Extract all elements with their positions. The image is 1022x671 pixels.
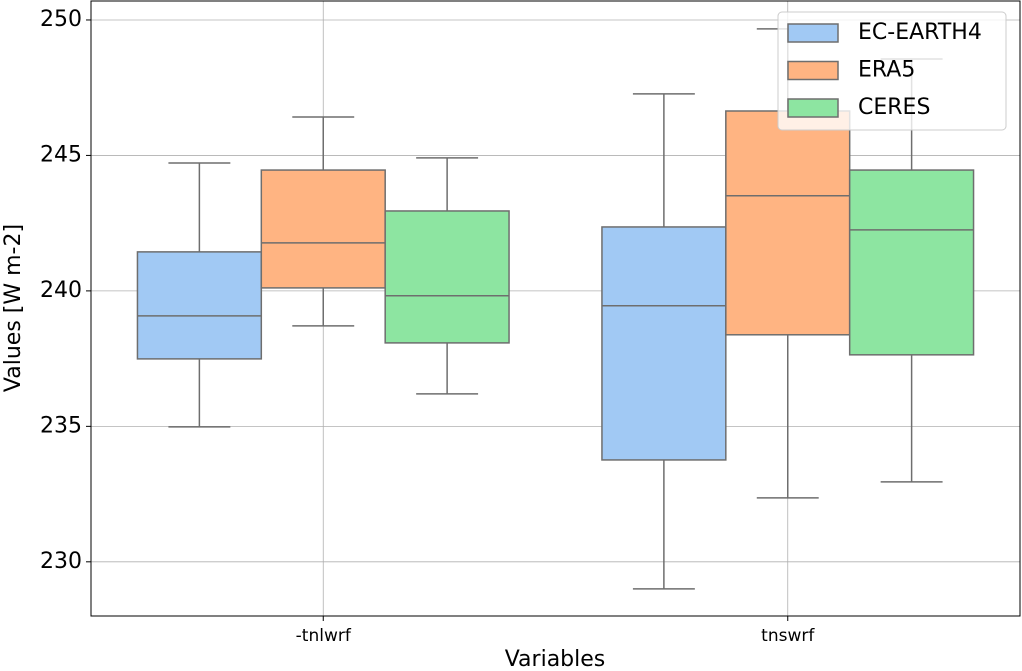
legend: EC-EARTH4 ERA5 CERES [777,11,1007,131]
x-tick-label: -tnlwrf [296,626,352,646]
box [725,110,851,336]
y-tick-label: 235 [40,413,82,438]
legend-label: ERA5 [858,58,915,83]
legend-swatch [787,98,839,118]
legend-swatch [787,60,839,81]
y-tick-label: 230 [40,549,82,574]
box [384,210,510,344]
box [260,169,386,289]
plot-frame [90,0,1021,617]
legend-swatch [787,23,839,43]
y-tick-label: 245 [40,142,82,167]
y-tick-label: 240 [40,278,82,303]
legend-label: CERES [858,95,930,120]
x-axis-label: Variables [505,647,606,671]
box [601,226,727,461]
x-tick-label: tnswrf [761,626,815,646]
y-tick-label: 250 [40,7,82,32]
box [136,251,263,360]
box [848,169,975,356]
y-axis-label: Values [W m-2] [1,224,26,392]
legend-label: EC-EARTH4 [858,20,982,45]
